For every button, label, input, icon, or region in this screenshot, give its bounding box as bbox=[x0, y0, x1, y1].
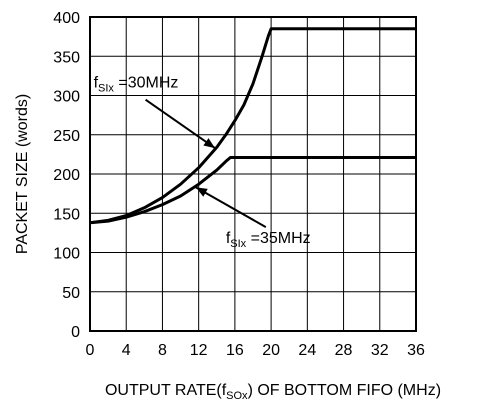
series-line-2 bbox=[89, 156, 416, 225]
y-tick-label: 50 bbox=[62, 285, 80, 302]
annotation-arrow bbox=[195, 186, 267, 228]
x-tick-label: 12 bbox=[190, 342, 208, 359]
x-tick-label: 8 bbox=[158, 342, 167, 359]
y-axis-title: PACKET SIZE (words) bbox=[14, 94, 31, 254]
x-tick-label: 28 bbox=[335, 342, 353, 359]
y-tick-label: 150 bbox=[53, 206, 80, 223]
y-tick-label: 400 bbox=[53, 10, 80, 27]
series-lines bbox=[89, 27, 416, 225]
x-tick-label: 16 bbox=[226, 342, 244, 359]
x-tick-label: 0 bbox=[86, 342, 95, 359]
grid-lines bbox=[90, 17, 416, 331]
tick-labels: 0 4 8 12 16 20 24 28 32 36 0 50 100 150 200 250 300 350 40… bbox=[53, 10, 425, 359]
y-tick-label: 0 bbox=[71, 324, 80, 341]
annotation-label: fSIx =35MHz bbox=[226, 230, 311, 250]
x-axis-title: OUTPUT RATE(fSOx) OF BOTTOM FIFO (MHz) bbox=[105, 382, 441, 402]
x-tick-label: 20 bbox=[262, 342, 280, 359]
y-tick-label: 250 bbox=[53, 128, 80, 145]
y-tick-label: 300 bbox=[53, 89, 80, 106]
x-tick-label: 32 bbox=[371, 342, 389, 359]
y-tick-label: 350 bbox=[53, 49, 80, 66]
x-tick-label: 4 bbox=[122, 342, 131, 359]
arrowhead-icon bbox=[195, 187, 208, 197]
annotation-label: fSIx =30MHz bbox=[94, 75, 179, 95]
series-line-1 bbox=[89, 27, 416, 225]
y-tick-label: 200 bbox=[53, 167, 80, 184]
plot-frame bbox=[89, 16, 417, 332]
annotation-arrow bbox=[145, 98, 216, 149]
annotations: fSIx =30MHz fSIx =35MHz bbox=[94, 75, 311, 250]
y-tick-label: 100 bbox=[53, 246, 80, 263]
arrowhead-icon bbox=[203, 138, 215, 149]
x-tick-label: 36 bbox=[407, 342, 425, 359]
x-tick-label: 24 bbox=[298, 342, 316, 359]
